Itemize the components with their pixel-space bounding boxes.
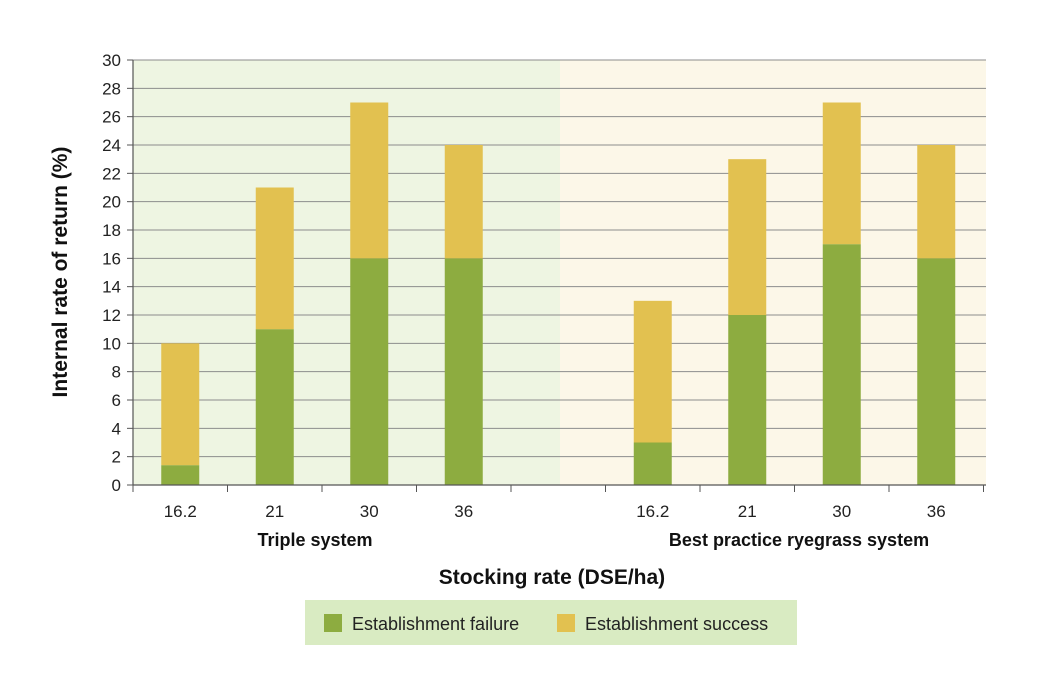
bar-establishment-success <box>444 145 483 259</box>
y-tick-label: 24 <box>102 136 121 155</box>
x-tick-label: 21 <box>738 502 757 521</box>
y-tick-label: 22 <box>102 164 121 183</box>
bar-establishment-failure <box>728 315 767 485</box>
y-tick-label: 8 <box>112 363 121 382</box>
x-tick-label: 30 <box>360 502 379 521</box>
x-tick-label: 16.2 <box>636 502 669 521</box>
panel-background-triple-system <box>133 60 560 485</box>
legend-swatch-establishment-success <box>557 614 575 632</box>
bar-establishment-success <box>350 102 389 259</box>
x-tick-label: 36 <box>454 502 473 521</box>
legend-label-establishment-success: Establishment success <box>585 614 768 634</box>
bar-establishment-failure <box>350 258 389 485</box>
x-tick-label: 21 <box>265 502 284 521</box>
group-label-best-practice-ryegrass-system: Best practice ryegrass system <box>669 530 929 550</box>
bar-establishment-failure <box>633 442 672 485</box>
y-tick-label: 26 <box>102 108 121 127</box>
y-tick-label: 16 <box>102 249 121 268</box>
bar-establishment-failure <box>917 258 956 485</box>
y-tick-label: 10 <box>102 334 121 353</box>
y-tick-label: 12 <box>102 306 121 325</box>
y-tick-label: 14 <box>102 278 121 297</box>
bar-establishment-failure <box>255 329 294 485</box>
bar-establishment-failure <box>822 244 861 485</box>
x-axis-title: Stocking rate (DSE/ha) <box>439 566 665 589</box>
y-axis-title: Internal rate of return (%) <box>49 147 72 398</box>
group-label-triple-system: Triple system <box>257 530 372 550</box>
y-tick-label: 2 <box>112 448 121 467</box>
legend-label-establishment-failure: Establishment failure <box>352 614 519 634</box>
bar-establishment-success <box>917 145 956 259</box>
x-tick-label: 16.2 <box>164 502 197 521</box>
y-tick-label: 18 <box>102 221 121 240</box>
panel-background-best-practice-ryegrass-system <box>560 60 986 485</box>
y-tick-label: 30 <box>102 51 121 70</box>
y-tick-label: 4 <box>112 419 121 438</box>
y-tick-label: 28 <box>102 79 121 98</box>
legend: Establishment failure Establishment succ… <box>305 600 797 645</box>
y-tick-label: 0 <box>112 476 121 495</box>
x-tick-label: 30 <box>832 502 851 521</box>
y-tick-label: 20 <box>102 193 121 212</box>
bar-establishment-success <box>633 300 672 443</box>
bar-establishment-success <box>161 343 200 466</box>
bar-establishment-success <box>822 102 861 245</box>
legend-background <box>305 600 797 645</box>
bar-establishment-failure <box>444 258 483 485</box>
x-tick-label: 36 <box>927 502 946 521</box>
bar-establishment-failure <box>161 465 200 485</box>
bar-establishment-success <box>728 159 767 315</box>
bar-establishment-success <box>255 187 294 330</box>
legend-swatch-establishment-failure <box>324 614 342 632</box>
y-tick-label: 6 <box>112 391 121 410</box>
